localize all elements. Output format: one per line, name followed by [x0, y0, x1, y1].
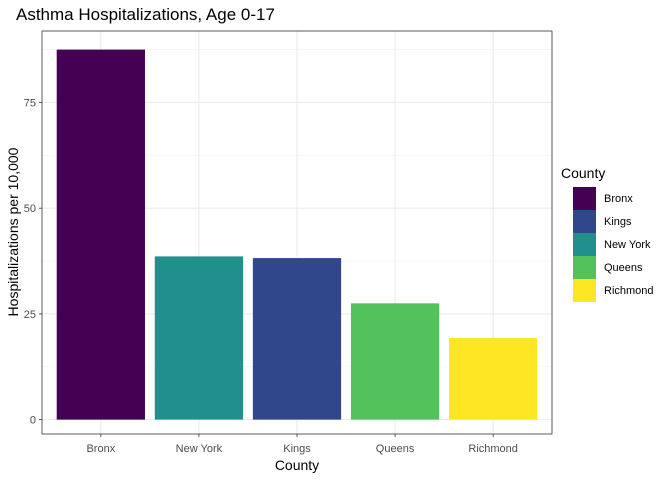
bar-queens [350, 303, 440, 420]
y-tick-label: 25 [24, 309, 36, 321]
x-tick-label: Bronx [86, 443, 115, 455]
bar-bronx [56, 49, 145, 420]
bar-richmond [449, 338, 538, 420]
legend-key-kings [573, 210, 596, 233]
legend-label: New York [604, 239, 651, 251]
y-tick-label: 75 [24, 97, 36, 109]
x-tick-label: Queens [376, 443, 415, 455]
legend-label: Bronx [604, 193, 633, 205]
y-tick-label: 0 [30, 415, 36, 427]
legend-key-richmond [573, 279, 596, 302]
x-tick-label: Richmond [468, 443, 518, 455]
legend-items: Bronx Kings New York Queens Richmond [573, 187, 654, 302]
chart-title: Asthma Hospitalizations, Age 0-17 [16, 5, 275, 24]
legend: County Bronx Kings New York Queens Richmond [561, 165, 654, 302]
bar-kings [252, 258, 342, 420]
x-tick-label: Kings [283, 443, 311, 455]
legend-title: County [561, 165, 605, 181]
y-axis-title: Hospitalizations per 10,000 [5, 147, 21, 316]
x-axis-title: County [275, 457, 319, 473]
x-axis-ticks: Bronx New York Kings Queens Richmond [86, 434, 518, 455]
legend-label: Queens [604, 262, 643, 274]
legend-key-queens [573, 256, 596, 279]
bar-new-york [154, 256, 244, 420]
y-tick-label: 50 [24, 203, 36, 215]
y-axis-ticks: 0 25 50 75 [24, 97, 42, 427]
legend-key-bronx [573, 187, 596, 210]
bars [56, 49, 538, 420]
legend-label: Kings [604, 216, 632, 228]
legend-key-new-york [573, 233, 596, 256]
x-tick-label: New York [176, 443, 223, 455]
legend-label: Richmond [604, 285, 654, 297]
